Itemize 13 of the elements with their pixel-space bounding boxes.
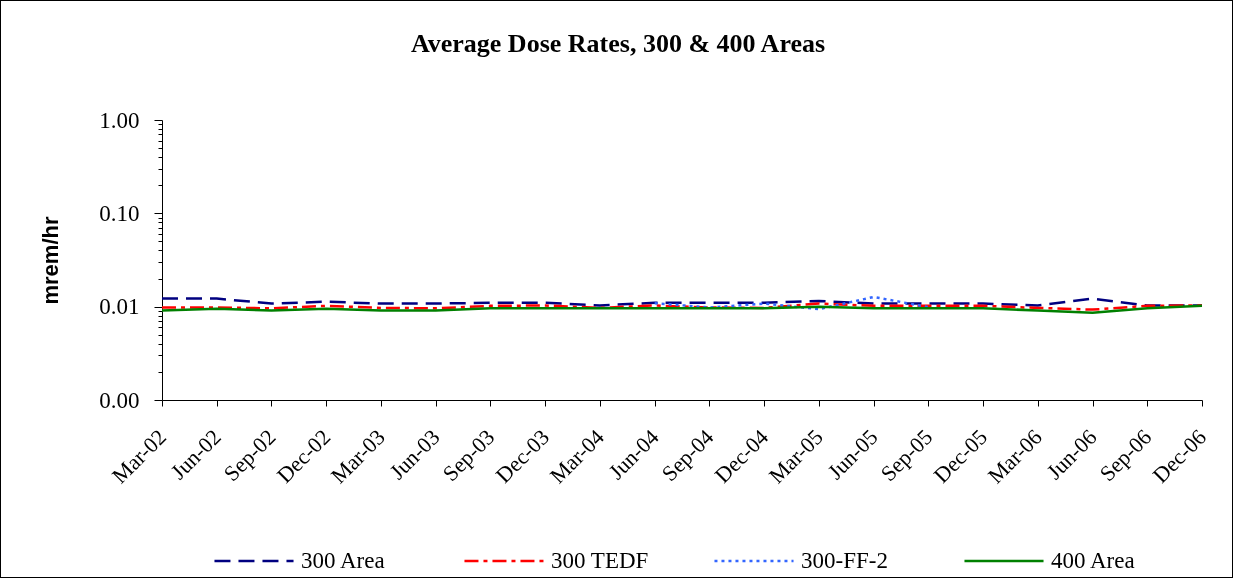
line-series: [160, 302, 1204, 311]
y-tick-label: 0.00: [99, 387, 140, 413]
line-series: [653, 295, 930, 311]
line-series: [160, 304, 1204, 315]
y-tick-label: 0.01: [99, 294, 140, 320]
legend-label: 400 Area: [1051, 548, 1135, 573]
y-tick-label: 0.10: [99, 200, 140, 226]
chart-title: Average Dose Rates, 300 & 400 Areas: [410, 29, 826, 58]
legend-label: 300-FF-2: [801, 548, 888, 573]
y-axis-title: mrem/hr: [38, 216, 64, 305]
y-tick-label: 1.00: [99, 107, 140, 133]
legend-label: 300 Area: [301, 548, 385, 573]
legend-label: 300 TEDF: [551, 548, 649, 573]
